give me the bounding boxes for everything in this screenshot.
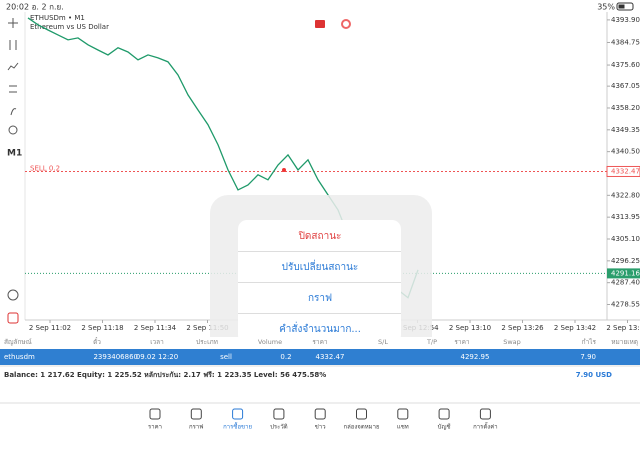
column-header: S/L: [378, 338, 388, 346]
y-tick-label: 4393.90: [611, 16, 640, 24]
open-position-marker: [282, 168, 286, 172]
y-tick-label: 4305.10: [611, 235, 640, 243]
sell-price: 4332.47: [611, 167, 640, 175]
column-header: หมายเหตุ: [611, 338, 638, 346]
cell: 09.02 12:20: [136, 353, 178, 361]
indicators-tool[interactable]: [7, 62, 19, 71]
tab-icon[interactable]: [356, 408, 367, 420]
menu-item[interactable]: กราฟ: [308, 293, 332, 304]
column-header: ราคา: [454, 338, 469, 346]
tab-icon[interactable]: [149, 408, 161, 420]
tab-label[interactable]: กราฟ: [189, 424, 203, 431]
y-tick-label: 4278.55: [611, 301, 640, 309]
y-tick-label: 4313.95: [611, 213, 640, 221]
x-tick-label: 2 Sep 13:42: [554, 324, 596, 332]
column-header: T/P: [426, 338, 437, 346]
y-tick-label: 4358.20: [611, 104, 640, 112]
description: Ethereum vs US Dollar: [30, 23, 109, 31]
tab-icon[interactable]: [438, 408, 450, 420]
x-tick-label: 2 Sep 13:58: [606, 324, 640, 332]
x-tick-label: 2 Sep 11:02: [29, 324, 71, 332]
menu-item[interactable]: ปรับเปลี่ยนสถานะ: [282, 259, 359, 273]
total-profit: 7.90 USD: [576, 371, 612, 379]
battery-icon: [616, 2, 634, 11]
sell-price-box: [606, 165, 640, 177]
selected-row[interactable]: [0, 349, 640, 365]
objects-tool[interactable]: [9, 85, 17, 93]
battery-level: [618, 4, 625, 9]
crosshair-tool[interactable]: [8, 18, 18, 28]
balance: Balance: 1 217.62 Equity: 1 225.52 หลักป…: [4, 371, 326, 379]
shapes-tool[interactable]: [8, 125, 18, 135]
buy-sell-button[interactable]: [315, 20, 325, 28]
cell: 4292.95: [461, 353, 490, 361]
x-tick-label: 2 Sep 13:10: [449, 324, 491, 332]
x-tick-label: 2 Sep 11:50: [186, 324, 228, 332]
tab-icon[interactable]: [273, 408, 285, 420]
bid-price: 4291.16: [611, 269, 640, 277]
menu-item[interactable]: คำสั่งจำนวนมาก...: [279, 321, 361, 335]
cell: ethusdm: [4, 353, 35, 361]
column-header: สัญลักษณ์: [4, 338, 32, 346]
column-header: Swap: [503, 338, 521, 346]
column-header: ตั๋ว: [93, 337, 101, 346]
tab-label[interactable]: ราคา: [148, 424, 162, 431]
function-tool[interactable]: [10, 108, 17, 116]
tab-icon[interactable]: [232, 408, 244, 420]
tab-label[interactable]: บัญชี: [438, 423, 451, 431]
column-header: ประเภท: [196, 338, 218, 346]
status-battery: 35%: [597, 3, 615, 12]
tab-label[interactable]: การซื้อขาย: [223, 421, 252, 431]
table-header-bg: [0, 337, 640, 349]
tab-icon[interactable]: [190, 408, 202, 420]
tab-label[interactable]: ข่าว: [315, 424, 326, 431]
y-tick-label: 4367.05: [611, 82, 640, 90]
x-tick-label: 2 Sep 13:26: [501, 324, 544, 332]
tab-label[interactable]: การตั้งค่า: [473, 421, 497, 431]
timeframe[interactable]: M1: [7, 149, 22, 159]
y-tick-label: 4384.75: [611, 38, 640, 46]
tab-label[interactable]: กล่องจดหมาย: [343, 424, 379, 431]
trade-tool[interactable]: [7, 312, 19, 324]
menu-item[interactable]: ปิดสถานะ: [298, 231, 341, 242]
cell: 2393406860: [93, 353, 138, 361]
tab-icon[interactable]: [314, 408, 326, 420]
status-time: 20:02 อ. 2 ก.ย.: [6, 3, 64, 12]
one-click-button[interactable]: [341, 19, 351, 29]
tab-icon[interactable]: [479, 408, 491, 420]
chart-type-tool[interactable]: [9, 40, 17, 50]
y-tick-label: 4322.80: [611, 191, 640, 199]
tab-label[interactable]: แชท: [397, 424, 409, 431]
column-header: Volume: [258, 338, 282, 346]
cell: 4332.47: [316, 353, 345, 361]
x-tick-label: 2 Sep 11:34: [134, 324, 177, 332]
sell-label: SELL 0.2: [30, 164, 60, 172]
y-tick-label: 4349.35: [611, 126, 640, 134]
column-header: เวลา: [150, 338, 164, 346]
zoom-tool[interactable]: [7, 289, 19, 301]
y-tick-label: 4340.50: [611, 148, 640, 156]
column-header: ราคา: [312, 338, 327, 346]
column-header: กำไร: [582, 338, 597, 346]
y-tick-label: 4375.60: [611, 61, 640, 69]
y-tick-label: 4287.40: [611, 279, 640, 287]
cell: sell: [220, 353, 232, 361]
cell: 7.90: [580, 353, 596, 361]
cell: 0.2: [280, 353, 291, 361]
y-tick-label: 4296.25: [611, 257, 640, 265]
tab-icon[interactable]: [397, 408, 409, 420]
tab-label[interactable]: ประวัติ: [270, 424, 288, 431]
x-tick-label: 2 Sep 11:18: [81, 324, 123, 332]
symbol: ETHUSDm • M1: [30, 14, 85, 22]
bid-price-box: [607, 268, 640, 279]
left-toolbar: [7, 18, 19, 324]
